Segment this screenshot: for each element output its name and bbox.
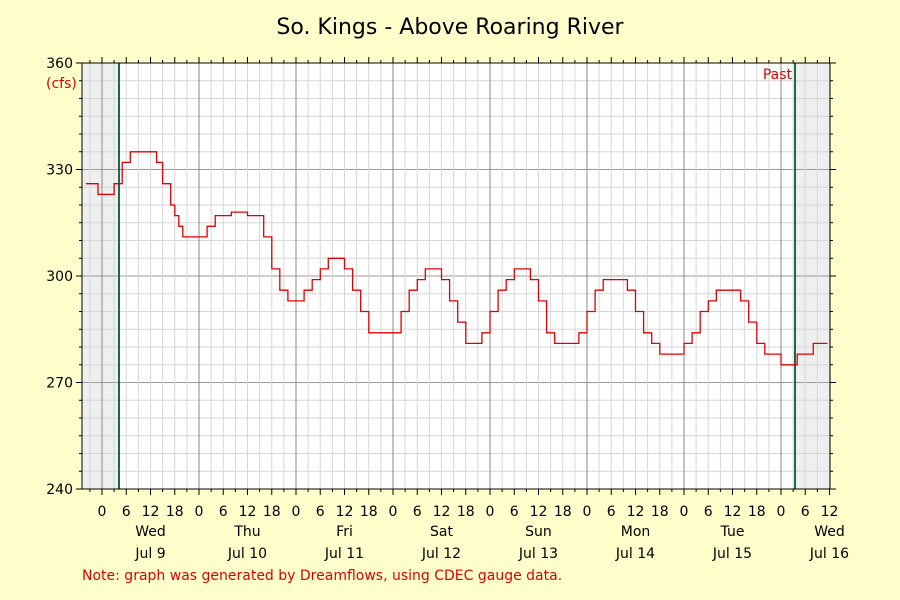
x-date-label: Jul 16: [809, 546, 849, 562]
x-hour-label: 0: [583, 504, 592, 520]
x-hour-label: 18: [457, 504, 475, 520]
x-hour-label: 12: [142, 504, 160, 520]
x-date-label: Jul 10: [227, 546, 267, 562]
x-hour-label: 6: [219, 504, 228, 520]
x-weekday-label: Sat: [430, 524, 453, 540]
x-date-label: Jul 11: [324, 546, 364, 562]
x-weekday-label: Sun: [525, 524, 552, 540]
x-hour-label: 12: [239, 504, 257, 520]
x-hour-label: 0: [680, 504, 689, 520]
x-hour-label: 6: [801, 504, 810, 520]
x-hour-label: 12: [821, 504, 839, 520]
grid: [82, 62, 830, 490]
y-tick-label: 360: [46, 56, 73, 72]
x-hour-label: 12: [627, 504, 645, 520]
x-hour-label: 18: [263, 504, 281, 520]
y-tick-label: 300: [46, 269, 73, 285]
past-label: Past: [763, 67, 793, 83]
x-hour-label: 12: [336, 504, 354, 520]
x-axis-labels: 0 6 12 18 0 6 12 18 0 6 12 18 0 6 12 18 0 6 12 18 0 6 12 18 0 6 12…: [98, 504, 850, 562]
x-weekday-label: Thu: [233, 524, 260, 540]
x-weekday-label: Wed: [135, 524, 166, 540]
y-axis-labels: 360 330 300 270 240: [46, 56, 73, 498]
x-weekday-label: Wed: [814, 524, 845, 540]
x-hour-label: 0: [777, 504, 786, 520]
x-hour-label: 6: [122, 504, 131, 520]
plot-border: [81, 62, 831, 490]
x-hour-label: 0: [486, 504, 495, 520]
x-hour-label: 18: [360, 504, 378, 520]
y-tick-label: 240: [46, 482, 73, 498]
x-weekday-label: Mon: [621, 524, 651, 540]
x-hour-label: 0: [292, 504, 301, 520]
y-unit-label: (cfs): [46, 76, 77, 92]
x-hour-label: 6: [704, 504, 713, 520]
x-hour-label: 18: [651, 504, 669, 520]
x-weekday-label: Tue: [720, 524, 745, 540]
x-hour-label: 12: [433, 504, 451, 520]
y-tick-label: 270: [46, 376, 73, 392]
x-hour-label: 12: [724, 504, 742, 520]
x-hour-label: 0: [195, 504, 204, 520]
x-hour-label: 0: [98, 504, 107, 520]
footnote: Note: graph was generated by Dreamflows,…: [82, 568, 562, 584]
x-date-label: Jul 13: [518, 546, 558, 562]
x-date-label: Jul 12: [421, 546, 461, 562]
x-hour-label: 6: [607, 504, 616, 520]
x-date-label: Jul 14: [615, 546, 655, 562]
x-weekday-label: Fri: [336, 524, 353, 540]
flow-series-line: [85, 151, 828, 366]
x-hour-label: 18: [554, 504, 572, 520]
x-hour-label: 0: [389, 504, 398, 520]
x-date-label: Jul 9: [134, 546, 165, 562]
x-hour-label: 18: [166, 504, 184, 520]
x-hour-label: 6: [413, 504, 422, 520]
x-hour-label: 6: [510, 504, 519, 520]
x-date-label: Jul 15: [712, 546, 752, 562]
y-tick-label: 330: [46, 163, 73, 179]
x-hour-label: 6: [316, 504, 325, 520]
x-hour-label: 12: [530, 504, 548, 520]
chart-title: So. Kings - Above Roaring River: [276, 15, 624, 40]
x-hour-label: 18: [748, 504, 766, 520]
